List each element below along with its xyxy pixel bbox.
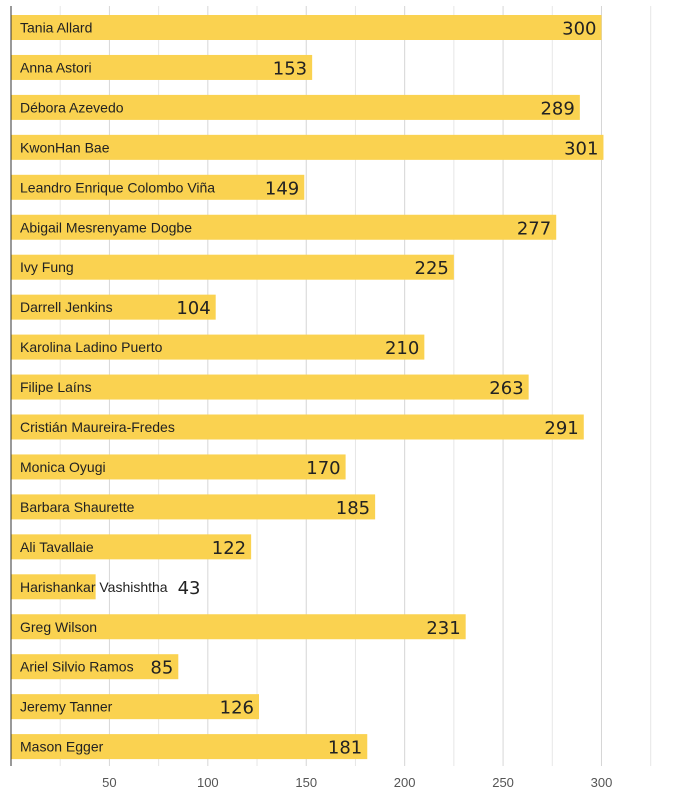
- value-label: 43: [178, 578, 201, 599]
- category-label: Tania Allard: [20, 20, 92, 36]
- category-label: Darrell Jenkins: [20, 299, 113, 315]
- value-label: 210: [385, 338, 419, 359]
- category-label: Karolina Ladino Puerto: [20, 339, 163, 355]
- value-label: 170: [306, 458, 340, 479]
- bar: [11, 294, 216, 320]
- category-label: Ivy Fung: [20, 259, 74, 275]
- category-label: Leandro Enrique Colombo Viña: [20, 179, 215, 195]
- bar: [11, 654, 179, 680]
- bar: [11, 54, 313, 80]
- bar: [11, 15, 602, 40]
- bar: [11, 134, 604, 160]
- bar: [11, 614, 466, 640]
- bar: [11, 254, 454, 280]
- category-label: KwonHan Bae: [20, 139, 110, 155]
- value-label: 149: [265, 178, 299, 199]
- value-label: 301: [564, 138, 598, 159]
- value-label: 185: [336, 498, 370, 519]
- value-label: 181: [328, 738, 362, 759]
- bar: [11, 734, 368, 760]
- category-label: Greg Wilson: [20, 619, 97, 635]
- bar: [11, 374, 529, 400]
- category-label: Jeremy Tanner: [20, 699, 113, 715]
- category-label: Débora Azevedo: [20, 99, 124, 115]
- value-label: 291: [544, 418, 578, 439]
- category-label: Abigail Mesrenyame Dogbe: [20, 219, 192, 235]
- category-label: Harishankar Vashishtha: [20, 579, 168, 595]
- value-label: 289: [540, 98, 574, 119]
- value-label: 122: [212, 538, 246, 559]
- bar: [11, 494, 376, 520]
- category-label: Barbara Shaurette: [20, 499, 135, 515]
- labels-group: Tania Allard Anna Astori Débora Azevedo Kwo…: [20, 19, 598, 759]
- category-label: Ali Tavallaie: [20, 539, 94, 555]
- bar: [11, 534, 252, 560]
- category-label: Mason Egger: [20, 739, 104, 755]
- x-tick-label: 300: [591, 775, 613, 790]
- bar: [11, 694, 260, 720]
- value-label: 300: [562, 19, 596, 40]
- bar: [11, 94, 580, 120]
- bar: [11, 454, 346, 480]
- category-label: Monica Oyugi: [20, 459, 106, 475]
- x-tick-label: 150: [295, 775, 317, 790]
- value-label: 225: [415, 258, 449, 279]
- bar: [11, 574, 96, 600]
- value-label: 153: [273, 58, 307, 79]
- value-label: 104: [176, 298, 210, 319]
- value-label: 126: [220, 698, 254, 719]
- value-label: 277: [517, 218, 551, 239]
- category-label: Filipe Laíns: [20, 379, 92, 395]
- x-tick-label: 250: [492, 775, 514, 790]
- x-tick-label: 50: [102, 775, 116, 790]
- bar: [11, 334, 425, 360]
- x-tick-label: 200: [394, 775, 416, 790]
- category-label: Anna Astori: [20, 59, 92, 75]
- value-label: 263: [489, 378, 523, 399]
- bar: [11, 174, 305, 200]
- x-axis-ticks: 50 100 150 200 250 300: [102, 775, 612, 790]
- bar: [11, 214, 557, 240]
- value-label: 85: [150, 658, 173, 679]
- bar: [11, 414, 584, 440]
- x-tick-label: 100: [197, 775, 219, 790]
- value-label: 231: [426, 618, 460, 639]
- category-label: Ariel Silvio Ramos: [20, 659, 134, 675]
- category-label: Cristián Maureira-Fredes: [20, 419, 175, 435]
- bars-group: [11, 15, 604, 760]
